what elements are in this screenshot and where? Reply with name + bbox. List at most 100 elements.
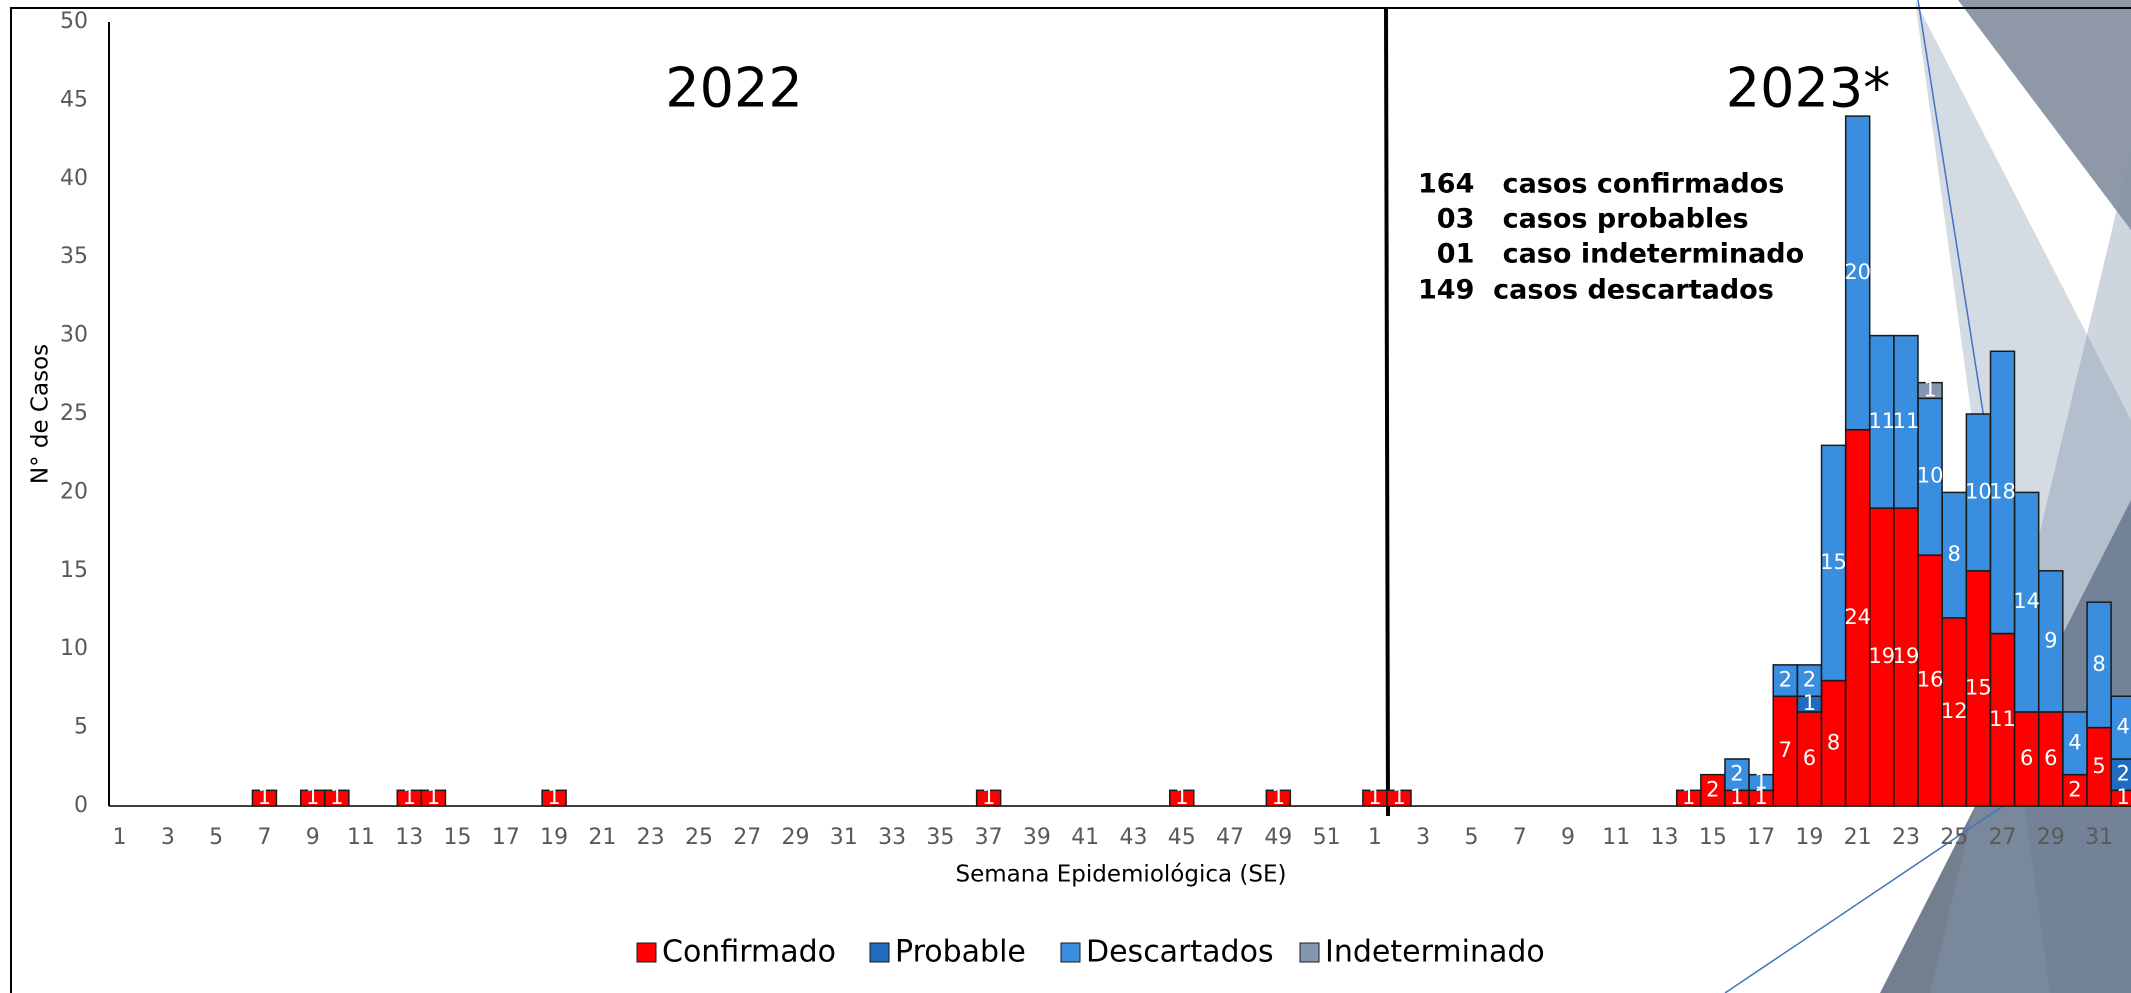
- data-label: 5: [2092, 754, 2105, 778]
- data-label: 6: [1803, 746, 1816, 770]
- y-tick-label: 45: [60, 87, 88, 112]
- data-label: 1: [330, 785, 343, 809]
- x-tick-label: 1: [1368, 825, 1382, 850]
- y-tick-label: 35: [60, 244, 88, 269]
- bar-segment: [2013, 491, 2040, 713]
- data-label: 1: [1392, 785, 1405, 809]
- bar-segment: [1700, 773, 1726, 807]
- y-tick-label: 40: [60, 166, 88, 191]
- bar-segment: [420, 789, 447, 807]
- data-label: 6: [2020, 746, 2033, 770]
- data-label: 1: [1923, 377, 1936, 401]
- y-tick-label: 0: [74, 793, 88, 818]
- bar-segment: [2086, 601, 2112, 729]
- bar-segment: [1772, 664, 1799, 697]
- x-tick-label: 13: [395, 825, 423, 850]
- x-tick-label: 9: [1561, 825, 1575, 850]
- x-tick-label: 43: [1119, 825, 1147, 850]
- data-label: 9: [2044, 628, 2057, 652]
- bar-segment: [1893, 507, 1919, 807]
- x-tick-label: 9: [306, 825, 320, 850]
- x-tick-label: 49: [1264, 825, 1292, 850]
- legend-label: Indeterminado: [1325, 935, 1545, 970]
- bar-segment: [1820, 444, 1847, 682]
- legend-swatch: [869, 942, 890, 963]
- data-label: 4: [2117, 715, 2130, 739]
- data-label: 2: [2068, 777, 2081, 801]
- x-tick-label: 25: [685, 825, 713, 850]
- bar-segment: [1844, 115, 1871, 431]
- bar-segment: [541, 789, 567, 807]
- data-label: 1: [403, 785, 416, 809]
- data-label: 1: [1272, 785, 1285, 809]
- bar-segment: [975, 789, 1002, 807]
- data-label: 11: [1868, 409, 1895, 433]
- data-label: 1: [306, 785, 319, 809]
- data-label: 7: [1779, 738, 1792, 762]
- x-tick-label: 21: [588, 825, 616, 850]
- legend-swatch: [636, 942, 657, 963]
- data-label: 2: [2117, 762, 2130, 786]
- bar-segment: [2038, 570, 2064, 713]
- x-tick-label: 5: [1464, 825, 1478, 850]
- data-label: 10: [1965, 479, 1992, 503]
- bar-segment: [2038, 711, 2064, 807]
- y-tick-label: 5: [74, 715, 88, 740]
- bar-segment: [1917, 554, 1943, 807]
- x-tick-label: 25: [1940, 825, 1968, 850]
- data-label: 12: [1941, 699, 1968, 723]
- y-axis-title: N° de Casos: [28, 344, 54, 484]
- data-label: 1: [1368, 785, 1381, 809]
- data-label: 1: [1754, 785, 1767, 809]
- data-label: 1: [1803, 691, 1816, 715]
- data-label: 1: [2117, 785, 2130, 809]
- bar-segment: [1265, 789, 1292, 807]
- data-label: 14: [2013, 589, 2040, 613]
- year-label: 2023*: [1726, 57, 1890, 120]
- data-label: 2: [1706, 777, 1719, 801]
- bar-segment: [1917, 381, 1943, 400]
- x-tick-label: 37: [975, 825, 1003, 850]
- y-tick-label: 25: [60, 401, 88, 426]
- data-label: 4: [2068, 730, 2081, 754]
- x-tick-label: 29: [782, 825, 810, 850]
- data-label: 1: [1754, 769, 1767, 793]
- x-tick-label: 35: [926, 825, 954, 850]
- data-label: 6: [2044, 746, 2057, 770]
- legend-label: Probable: [895, 935, 1026, 970]
- bar-segment: [1965, 413, 1992, 572]
- x-tick-label: 1: [113, 825, 127, 850]
- summary-line: 03 casos probables: [1418, 204, 1749, 235]
- data-label: 19: [1868, 644, 1895, 668]
- bar-segment: [1941, 491, 1967, 619]
- x-tick-label: 23: [1892, 825, 1920, 850]
- x-tick-label: 7: [1513, 825, 1527, 850]
- data-label: 15: [1820, 550, 1847, 574]
- data-label: 10: [1917, 464, 1944, 488]
- legend-label: Confirmado: [662, 935, 836, 970]
- data-label: 8: [2092, 652, 2105, 676]
- data-label: 18: [1989, 479, 2016, 503]
- x-tick-label: 51: [1313, 825, 1341, 850]
- x-tick-label: 11: [1602, 825, 1630, 850]
- legend-label: Descartados: [1086, 935, 1274, 970]
- year-label: 2022: [665, 57, 802, 120]
- x-tick-label: 17: [492, 825, 520, 850]
- x-tick-label: 19: [540, 825, 568, 850]
- x-tick-label: 29: [2037, 825, 2065, 850]
- data-label: 8: [1827, 730, 1840, 754]
- x-axis-title: Semana Epidemiológica (SE): [956, 862, 1287, 888]
- y-tick-label: 20: [60, 479, 88, 504]
- legend-swatch: [1060, 942, 1081, 963]
- bar-segment: [2062, 711, 2088, 776]
- data-label: 1: [1175, 785, 1188, 809]
- data-label: 8: [1948, 542, 1961, 566]
- data-label: 1: [258, 785, 271, 809]
- x-tick-label: 17: [1747, 825, 1775, 850]
- bar-segment: [1965, 570, 1992, 807]
- bar-segment: [1989, 350, 2016, 635]
- bar-segment: [1748, 773, 1774, 792]
- x-tick-label: 7: [257, 825, 271, 850]
